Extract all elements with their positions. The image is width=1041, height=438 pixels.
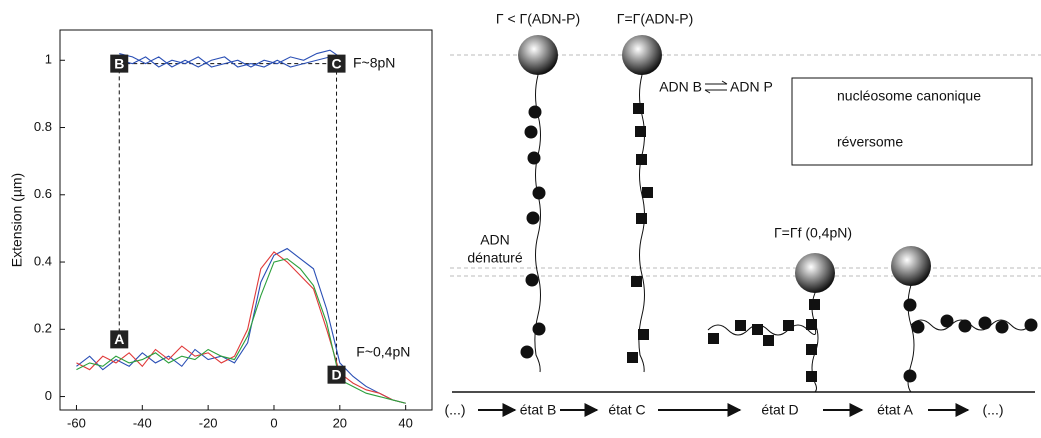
diagram: Γ < Γ(ADN-P) Γ=Γ(ADN-P) ADN B ADN P ADN … xyxy=(445,11,1041,418)
state: état C xyxy=(608,402,645,418)
y-tick-label: 0.8 xyxy=(34,119,52,134)
label: ADN xyxy=(480,232,510,248)
y-tick-label: 0.6 xyxy=(34,186,52,201)
force-label: F~8pN xyxy=(353,54,395,70)
y-tick-label: 0.4 xyxy=(34,253,52,268)
y-tick-label: 0.2 xyxy=(34,321,52,336)
legend-label: nucléosome canonique xyxy=(837,88,981,104)
state: (...) xyxy=(983,402,1004,418)
bead xyxy=(891,246,931,286)
x-tick-label: -40 xyxy=(133,415,152,430)
equilibrium-arrow xyxy=(705,81,727,93)
state: état D xyxy=(761,402,798,418)
label: Γ=Γf (0,4pN) xyxy=(774,225,852,241)
label: ADN P xyxy=(730,79,773,95)
bead xyxy=(795,253,835,293)
state: (...) xyxy=(445,402,466,418)
y-axis-label: Extension (µm) xyxy=(9,173,25,267)
bead xyxy=(518,35,558,75)
legend-label: réversome xyxy=(837,134,903,150)
x-tick-label: -60 xyxy=(67,415,86,430)
point-label: D xyxy=(331,366,341,382)
state: état B xyxy=(520,402,557,418)
x-tick-label: 0 xyxy=(270,415,277,430)
data-line xyxy=(119,54,340,67)
data-line xyxy=(76,252,405,403)
label: ADN B xyxy=(659,79,702,95)
x-tick-label: 40 xyxy=(398,415,412,430)
label: dénaturé xyxy=(467,250,522,266)
point-label: B xyxy=(114,55,124,71)
state: état A xyxy=(877,402,913,418)
data-line xyxy=(119,50,340,67)
point-label: A xyxy=(114,331,124,347)
label: Γ < Γ(ADN-P) xyxy=(496,11,580,27)
bead xyxy=(622,35,662,75)
x-tick-label: 20 xyxy=(333,415,347,430)
x-tick-label: -20 xyxy=(199,415,218,430)
y-tick-label: 1 xyxy=(45,52,52,67)
point-label: C xyxy=(331,55,341,71)
y-tick-label: 0 xyxy=(45,388,52,403)
force-label: F~0,4pN xyxy=(356,344,410,360)
data-line xyxy=(76,249,405,404)
label: Γ=Γ(ADN-P) xyxy=(617,11,693,27)
